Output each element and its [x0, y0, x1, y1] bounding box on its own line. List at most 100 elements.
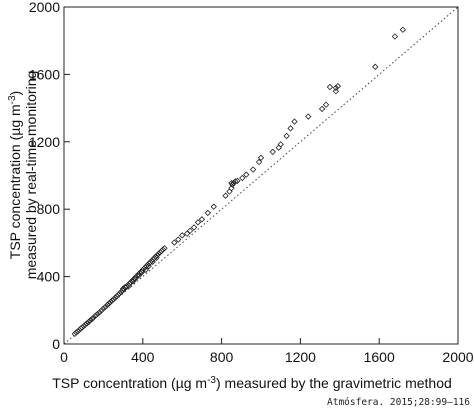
- data-point: [228, 179, 235, 187]
- data-point: [183, 230, 191, 237]
- plot-area: [63, 6, 459, 345]
- data-point: [175, 236, 182, 243]
- data-point: [85, 318, 92, 326]
- data-point: [222, 192, 229, 199]
- data-point: [229, 181, 236, 188]
- data-point: [332, 88, 340, 95]
- y-tick-label: 1600: [29, 66, 60, 82]
- source-credit: Atmósfera. 2015;28:99–116: [327, 397, 470, 408]
- data-point: [190, 224, 198, 231]
- data-point: [399, 26, 407, 33]
- data-point: [87, 317, 94, 324]
- data-point: [96, 309, 103, 316]
- y-tick-label: 1200: [29, 134, 60, 150]
- y-tick-label: 2000: [29, 0, 60, 15]
- data-point: [131, 275, 139, 283]
- x-tick-label: 2000: [442, 349, 473, 365]
- data-point: [334, 83, 341, 90]
- data-points: [71, 26, 407, 338]
- data-point: [332, 84, 340, 92]
- data-point: [291, 118, 298, 125]
- data-point: [318, 105, 326, 113]
- data-point: [161, 245, 168, 252]
- data-point: [153, 252, 161, 259]
- one-to-one-reference-line: [63, 6, 459, 345]
- data-point: [194, 219, 202, 226]
- data-point: [372, 63, 379, 70]
- data-point: [102, 303, 109, 311]
- x-tick-label: 1600: [364, 349, 395, 365]
- data-point: [135, 272, 143, 279]
- data-point: [82, 321, 89, 328]
- data-point: [107, 298, 114, 306]
- data-point: [74, 328, 81, 335]
- data-point: [108, 297, 116, 304]
- data-point: [119, 285, 127, 292]
- data-point: [275, 144, 282, 151]
- data-point: [243, 171, 250, 178]
- data-point: [88, 315, 96, 323]
- y-axis-title-line2: measured by real-time monitoring: [23, 71, 39, 280]
- data-point: [116, 290, 123, 297]
- data-point: [269, 148, 276, 156]
- x-tick-label: 800: [210, 349, 234, 365]
- x-axis-ticks: 0 400 800 1200 1600 2000: [60, 338, 474, 365]
- data-point: [249, 166, 257, 173]
- y-tick-label: 800: [37, 201, 61, 217]
- data-point: [94, 310, 101, 318]
- data-point: [277, 141, 284, 148]
- data-point: [179, 232, 186, 239]
- data-point: [210, 203, 217, 210]
- data-point: [230, 179, 237, 187]
- data-point: [305, 113, 312, 120]
- x-tick-label: 400: [131, 349, 155, 365]
- data-point: [391, 33, 399, 40]
- data-point: [186, 227, 194, 234]
- data-point: [322, 101, 330, 108]
- x-tick-label: 0: [60, 349, 68, 365]
- data-point: [283, 132, 290, 140]
- data-point: [255, 158, 263, 166]
- data-point: [171, 239, 178, 246]
- y-axis-title: TSP concentration (µg m-3) measured by r…: [7, 71, 40, 280]
- y-axis-title-line1: TSP concentration (µg m-3): [7, 91, 24, 259]
- data-point: [153, 254, 160, 261]
- data-point: [110, 296, 117, 303]
- data-point: [257, 154, 265, 161]
- data-point: [204, 209, 211, 217]
- data-point: [232, 178, 239, 185]
- data-point: [115, 291, 122, 298]
- y-axis-ticks: 0 400 800 1200 1600 2000: [29, 0, 70, 352]
- data-point: [100, 305, 107, 312]
- y-tick-label: 400: [37, 269, 61, 285]
- x-tick-label: 1200: [285, 349, 316, 365]
- x-axis-title: TSP concentration (µg m-3) measured by t…: [52, 375, 452, 392]
- data-point: [138, 269, 145, 276]
- data-point: [239, 174, 246, 182]
- data-point: [98, 307, 105, 314]
- data-point: [92, 312, 99, 319]
- y-tick-label: 0: [52, 336, 60, 352]
- data-point: [228, 184, 235, 192]
- data-point: [78, 324, 86, 331]
- data-point: [234, 177, 241, 185]
- data-point: [129, 278, 137, 285]
- data-point: [80, 322, 87, 330]
- data-point: [105, 300, 113, 307]
- data-point: [198, 216, 206, 223]
- data-point: [149, 258, 156, 265]
- data-point: [83, 320, 91, 327]
- data-point: [159, 246, 167, 253]
- data-point: [90, 314, 97, 321]
- data-point: [226, 188, 233, 195]
- data-point: [112, 294, 119, 301]
- data-point: [287, 125, 294, 132]
- data-point: [104, 301, 111, 309]
- plot-frame: [63, 6, 459, 345]
- data-point: [326, 83, 334, 91]
- data-point: [155, 250, 162, 258]
- data-point: [125, 282, 133, 290]
- data-point: [142, 266, 149, 274]
- data-point: [145, 262, 152, 270]
